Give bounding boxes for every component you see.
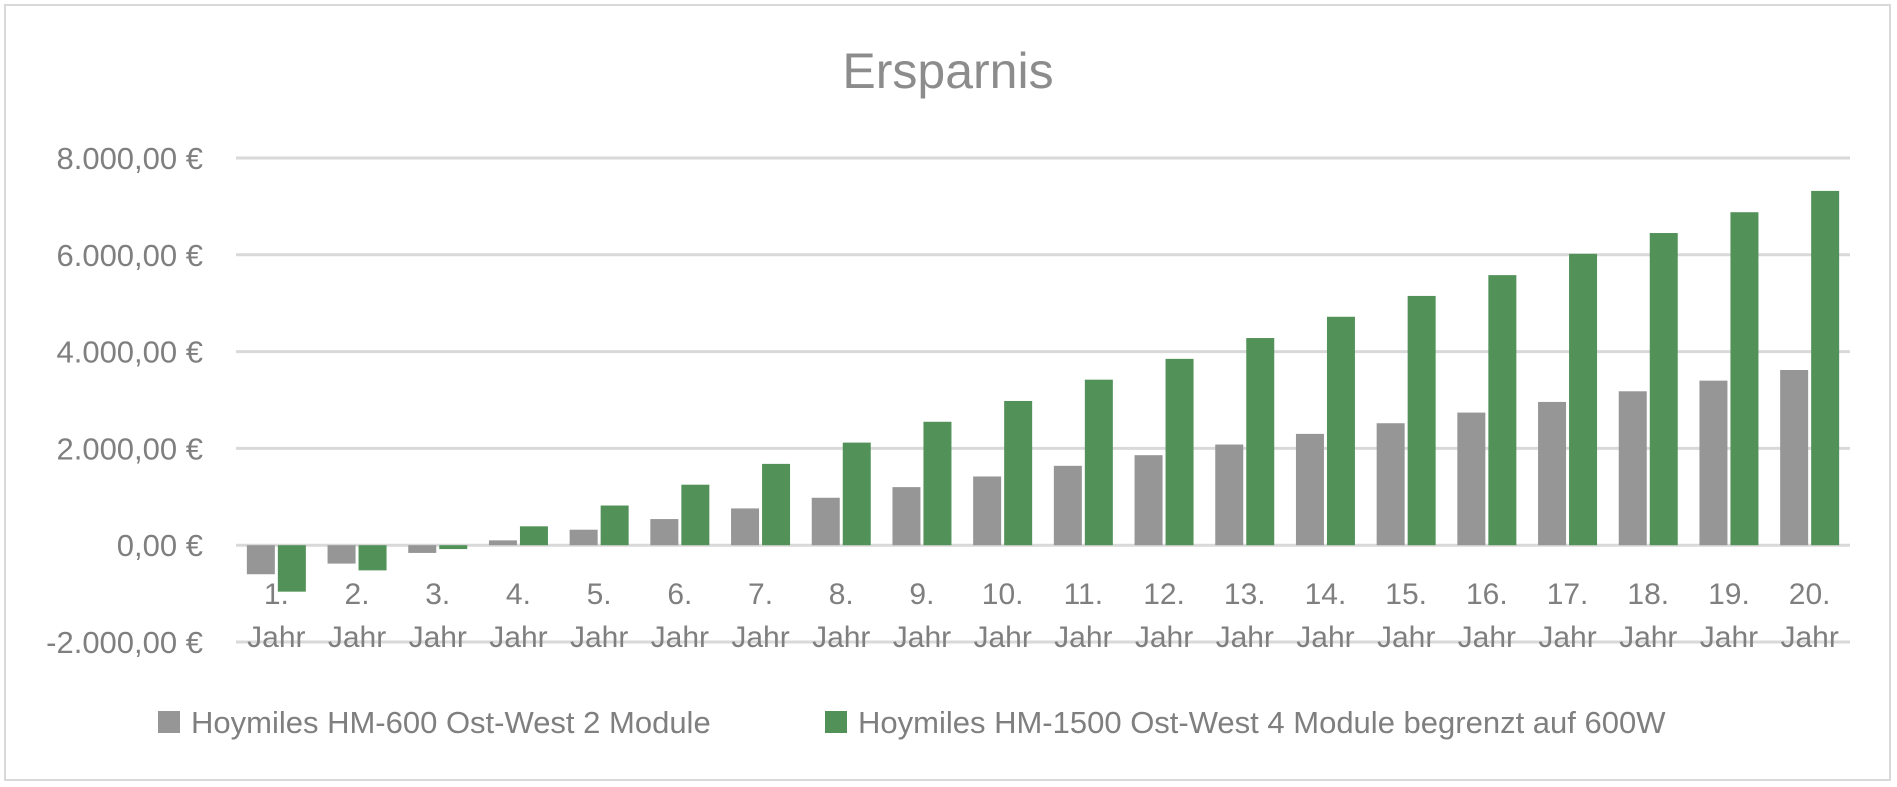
x-tick-label: 2. [345, 578, 370, 611]
x-tick-label: Jahr [489, 621, 547, 654]
bar-1 [892, 487, 921, 546]
bar-2 [1084, 379, 1113, 546]
legend: Hoymiles HM-600 Ost-West 2 Module Hoymile… [158, 705, 1666, 740]
legend-swatch-1 [158, 711, 180, 733]
x-axis-ticks: 1. Jahr 2. Jahr 3. Jahr 4. Jahr 5. Jahr 6. Jahr 7. Ja… [247, 578, 1839, 654]
bar-2 [439, 545, 468, 550]
x-tick-label: 6. [667, 578, 692, 611]
bar-2 [1649, 233, 1678, 546]
x-tick-label: 19. [1708, 578, 1750, 611]
x-tick-label: Jahr [409, 621, 467, 654]
bar-2 [277, 545, 306, 592]
x-tick-label: Jahr [328, 621, 386, 654]
bar-1 [1376, 423, 1405, 546]
x-tick-label: 5. [587, 578, 612, 611]
bar-2 [681, 484, 710, 546]
x-tick-label: 11. [1064, 578, 1103, 611]
y-tick-label: 8.000,00 € [56, 141, 203, 176]
x-tick-label: 1. [264, 578, 289, 611]
x-tick-label: Jahr [812, 621, 870, 654]
bar-2 [1165, 358, 1194, 546]
legend-label-1: Hoymiles HM-600 Ost-West 2 Module [191, 705, 711, 740]
bar-1 [1457, 412, 1486, 546]
x-tick-label: 20. [1789, 578, 1831, 611]
bar-1 [1134, 455, 1163, 546]
bar-2 [923, 421, 952, 546]
bar-1 [1538, 401, 1567, 546]
bar-1 [1295, 433, 1324, 546]
bars [246, 190, 1840, 592]
x-tick-label: Jahr [651, 621, 709, 654]
x-tick-label: 4. [506, 578, 531, 611]
x-tick-label: Jahr [1700, 621, 1758, 654]
x-tick-label: Jahr [570, 621, 628, 654]
bar-2 [1407, 295, 1436, 546]
x-tick-label: 12. [1143, 578, 1185, 611]
bar-1 [408, 545, 437, 553]
chart-title: Ersparnis [842, 43, 1053, 99]
bar-1 [650, 519, 679, 546]
bar-1 [1053, 465, 1082, 546]
bar-1 [1699, 380, 1728, 546]
bar-2 [1811, 190, 1840, 546]
x-tick-label: Jahr [1377, 621, 1435, 654]
y-tick-label: 6.000,00 € [56, 238, 203, 273]
bar-2 [1730, 212, 1759, 546]
bar-2 [358, 545, 387, 571]
bar-1 [246, 545, 275, 575]
bar-2 [1488, 275, 1517, 546]
x-tick-label: Jahr [893, 621, 951, 654]
bar-1 [731, 508, 760, 546]
x-tick-label: 14. [1305, 578, 1347, 611]
x-tick-label: Jahr [1780, 621, 1838, 654]
bar-2 [762, 463, 791, 546]
bar-2 [1246, 338, 1275, 546]
bar-2 [1326, 316, 1355, 546]
x-tick-label: 15. [1385, 578, 1427, 611]
bar-2 [1004, 400, 1033, 546]
bar-1 [1780, 369, 1809, 546]
x-tick-label: 13. [1224, 578, 1266, 611]
x-tick-label: 16. [1466, 578, 1508, 611]
x-tick-label: 17. [1547, 578, 1589, 611]
x-tick-label: Jahr [1216, 621, 1274, 654]
bar-1 [811, 497, 840, 546]
x-tick-label: 7. [748, 578, 773, 611]
bar-1 [327, 545, 356, 564]
x-tick-label: 8. [829, 578, 854, 611]
x-tick-label: Jahr [1135, 621, 1193, 654]
x-tick-label: Jahr [247, 621, 305, 654]
x-tick-label: Jahr [1619, 621, 1677, 654]
bar-2 [842, 442, 871, 546]
x-tick-label: Jahr [1054, 621, 1112, 654]
x-tick-label: 10. [982, 578, 1024, 611]
bar-1 [488, 540, 517, 546]
legend-label-2: Hoymiles HM-1500 Ost-West 4 Module begre… [858, 705, 1666, 740]
y-tick-label: 2.000,00 € [56, 431, 203, 466]
y-tick-label: -2.000,00 € [46, 625, 203, 660]
x-tick-label: Jahr [1458, 621, 1516, 654]
bar-2 [519, 526, 548, 546]
x-tick-label: Jahr [973, 621, 1031, 654]
x-tick-label: 3. [425, 578, 450, 611]
y-axis-ticks: -2.000,00 € 0,00 € 2.000,00 € 4.000,00 € 6.0… [46, 141, 203, 660]
y-tick-label: 4.000,00 € [56, 335, 203, 370]
bar-1 [1618, 391, 1647, 546]
legend-swatch-2 [825, 711, 847, 733]
y-tick-label: 0,00 € [117, 528, 203, 563]
x-tick-label: 18. [1627, 578, 1669, 611]
bar-1 [569, 529, 598, 546]
bar-1 [1215, 444, 1244, 546]
x-tick-label: 9. [909, 578, 934, 611]
x-tick-label: Jahr [1296, 621, 1354, 654]
x-tick-label: Jahr [1538, 621, 1596, 654]
bar-1 [973, 476, 1002, 546]
bar-2 [1569, 253, 1598, 546]
gridlines [236, 156, 1850, 644]
bar-2 [600, 505, 629, 546]
x-tick-label: Jahr [731, 621, 789, 654]
